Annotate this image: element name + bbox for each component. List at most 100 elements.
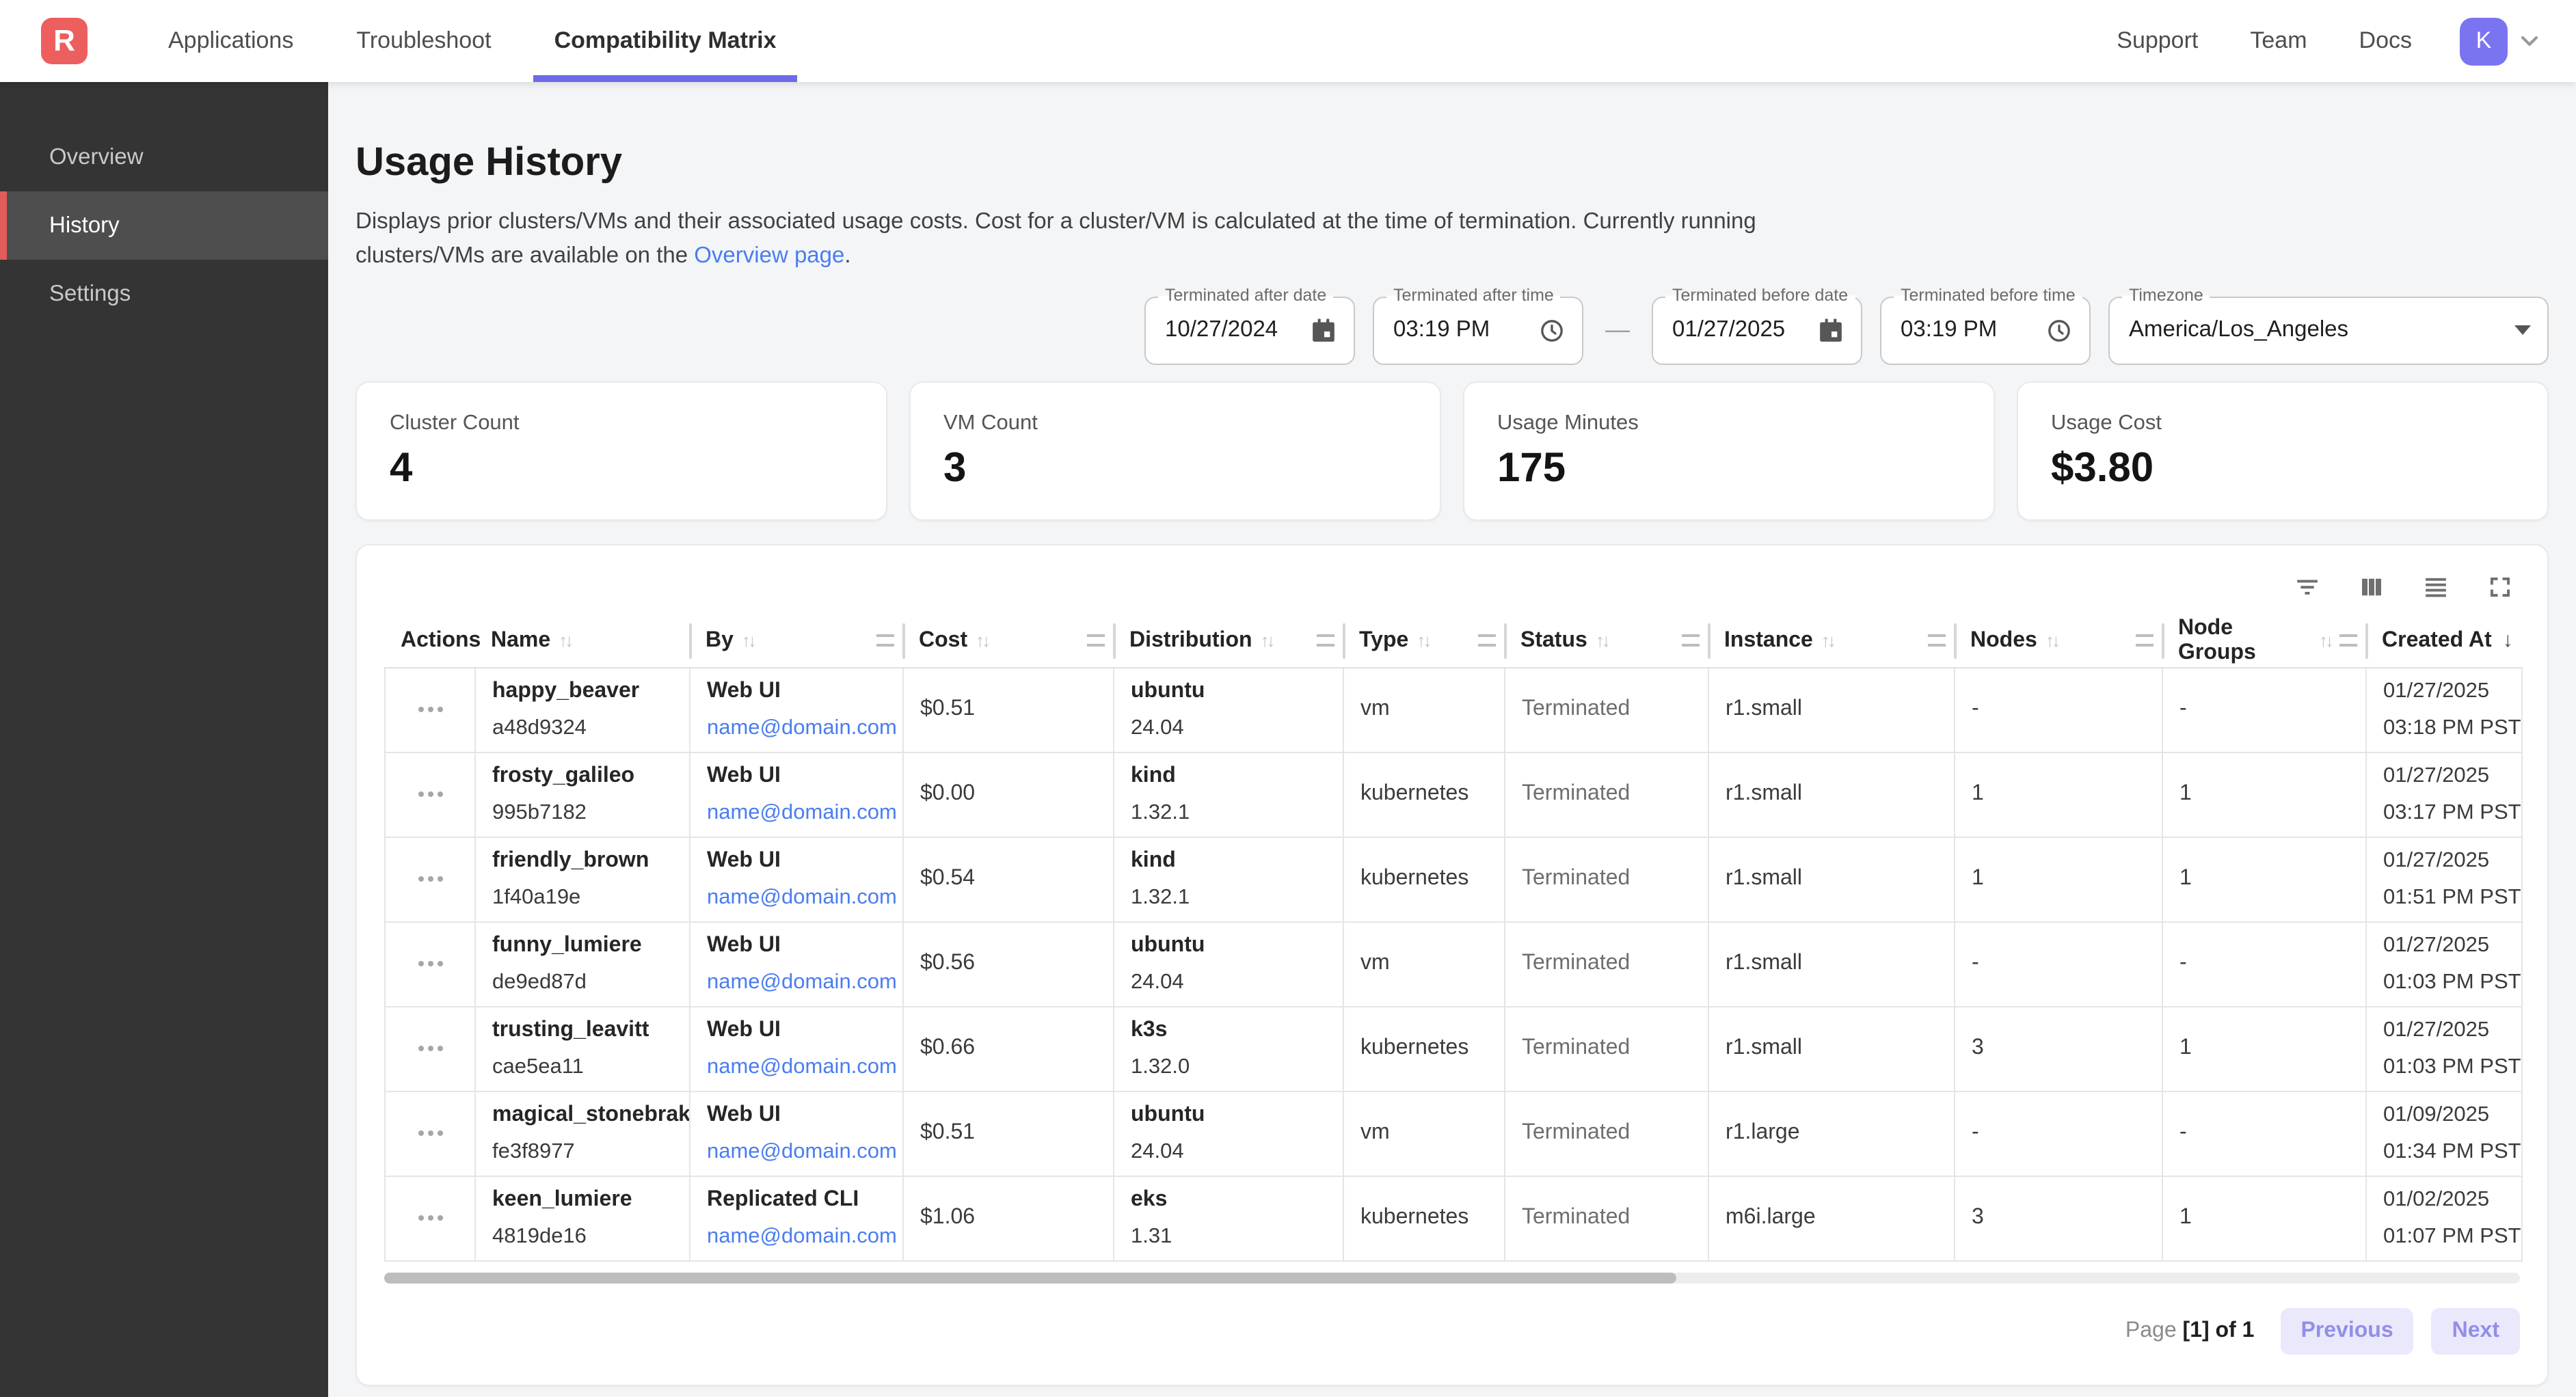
horizontal-scrollbar-thumb[interactable] <box>384 1272 1676 1283</box>
sort-icon[interactable]: ↑↓ <box>2319 630 2334 651</box>
created-by-source: Web UI <box>707 933 781 956</box>
column-resize-handle[interactable] <box>1682 634 1700 647</box>
filter-icon[interactable] <box>2293 572 2322 601</box>
sort-icon[interactable]: ↑↓ <box>1595 630 1611 651</box>
stat-cards: Cluster Count 4 VM Count 3 Usage Minutes… <box>355 381 2549 520</box>
calendar-icon[interactable] <box>1817 316 1844 344</box>
select-arrow-icon[interactable] <box>2514 325 2531 335</box>
column-header-type[interactable]: Type ↑↓ <box>1343 614 1504 666</box>
sort-icon[interactable]: ↑↓ <box>976 630 991 651</box>
clock-icon[interactable] <box>1538 316 1566 344</box>
terminated-after-time-value[interactable]: 03:19 PM <box>1393 317 1490 342</box>
timezone-select[interactable]: Timezone America/Los_Angeles <box>2108 285 2549 364</box>
sidebar-item-history[interactable]: History <box>0 191 328 260</box>
status-badge: Terminated <box>1522 867 1631 890</box>
column-resize-handle[interactable] <box>1928 634 1946 647</box>
column-header-node-groups[interactable]: Node Groups ↑↓ <box>2162 614 2365 666</box>
terminated-before-time-value[interactable]: 03:19 PM <box>1901 317 1998 342</box>
column-header-cost[interactable]: Cost ↑↓ <box>902 614 1113 666</box>
column-resize-handle[interactable] <box>1478 634 1496 647</box>
created-by-source: Web UI <box>707 1018 781 1041</box>
created-by-email-link[interactable]: name@domain.com <box>707 885 897 908</box>
ellipsis-menu-icon[interactable] <box>418 1215 442 1221</box>
cluster-name: frosty_galileo <box>492 763 635 787</box>
ellipsis-menu-icon[interactable] <box>418 876 442 882</box>
clock-icon[interactable] <box>2045 316 2073 344</box>
nav-tab-applications[interactable]: Applications <box>168 27 294 53</box>
created-by-source: Web UI <box>707 1102 781 1126</box>
column-resize-handle[interactable] <box>2136 634 2154 647</box>
sort-icon[interactable]: ↑↓ <box>559 630 574 651</box>
filter-bar: Terminated after date 10/27/2024 Termina… <box>355 285 2549 364</box>
column-header-created-at[interactable]: Created At ↓ <box>2365 614 2523 666</box>
by-cell: Web UI name@domain.com <box>689 668 902 751</box>
column-header-distribution[interactable]: Distribution ↑↓ <box>1113 614 1343 666</box>
nav-link-support[interactable]: Support <box>2117 27 2199 53</box>
created-time: 01:51 PM PST <box>2383 885 2521 908</box>
nav-tab-compatibility-matrix[interactable]: Compatibility Matrix <box>523 0 808 82</box>
column-header-name[interactable]: Name ↑↓ <box>491 628 574 651</box>
chevron-down-icon[interactable] <box>2516 27 2543 55</box>
stat-card-usage-cost: Usage Cost $3.80 <box>2017 381 2549 520</box>
distribution-version: 1.32.0 <box>1131 1055 1190 1078</box>
fullscreen-icon[interactable] <box>2486 572 2514 601</box>
nav-link-team[interactable]: Team <box>2250 27 2307 53</box>
distribution-cell: ubuntu 24.04 <box>1113 1091 1343 1175</box>
primary-nav: Applications Troubleshoot Compatibility … <box>137 0 808 82</box>
app-logo[interactable]: R <box>41 18 88 64</box>
by-cell: Web UI name@domain.com <box>689 1007 902 1090</box>
column-resize-handle[interactable] <box>1317 634 1334 647</box>
distribution-name: ubuntu <box>1131 1102 1205 1126</box>
description-suffix: . <box>844 243 851 268</box>
sort-icon[interactable]: ↑↓ <box>1260 630 1276 651</box>
column-resize-handle[interactable] <box>1087 634 1105 647</box>
ellipsis-menu-icon[interactable] <box>418 961 442 966</box>
ellipsis-menu-icon[interactable] <box>418 1130 442 1136</box>
nodes-cell: - <box>1954 1091 2162 1175</box>
terminated-after-date-field[interactable]: Terminated after date 10/27/2024 <box>1144 285 1355 364</box>
terminated-after-date-value[interactable]: 10/27/2024 <box>1165 317 1278 342</box>
type-cell: vm <box>1343 1091 1504 1175</box>
distribution-version: 24.04 <box>1131 970 1184 993</box>
sidebar-item-settings[interactable]: Settings <box>49 281 131 306</box>
terminated-after-time-field[interactable]: Terminated after time 03:19 PM <box>1373 285 1583 364</box>
created-by-email-link[interactable]: name@domain.com <box>707 1224 897 1247</box>
column-header-nodes[interactable]: Nodes ↑↓ <box>1954 614 2162 666</box>
terminated-before-date-field[interactable]: Terminated before date 01/27/2025 <box>1652 285 1862 364</box>
created-by-email-link[interactable]: name@domain.com <box>707 716 897 739</box>
sort-icon[interactable]: ↑↓ <box>2045 630 2061 651</box>
sidebar-item-overview[interactable]: Overview <box>49 144 144 169</box>
nav-link-docs[interactable]: Docs <box>2359 27 2412 53</box>
cluster-id: cae5ea11 <box>492 1055 584 1078</box>
density-icon[interactable] <box>2421 572 2450 601</box>
sort-icon[interactable]: ↑↓ <box>741 630 757 651</box>
created-by-email-link[interactable]: name@domain.com <box>707 800 897 824</box>
previous-page-button[interactable]: Previous <box>2280 1307 2414 1354</box>
ellipsis-menu-icon[interactable] <box>418 1046 442 1051</box>
sort-icon[interactable]: ↑↓ <box>1417 630 1432 651</box>
user-avatar[interactable]: K <box>2460 17 2508 65</box>
timezone-value[interactable]: America/Los_Angeles <box>2129 317 2349 342</box>
nodes-cell: - <box>1954 668 2162 751</box>
columns-icon[interactable] <box>2357 572 2386 601</box>
calendar-icon[interactable] <box>1310 316 1337 344</box>
column-header-status[interactable]: Status ↑↓ <box>1504 614 1708 666</box>
column-header-by[interactable]: By ↑↓ <box>689 614 902 666</box>
ellipsis-menu-icon[interactable] <box>418 791 442 797</box>
row-actions-cell <box>384 1007 474 1090</box>
column-resize-handle[interactable] <box>876 634 894 647</box>
created-by-email-link[interactable]: name@domain.com <box>707 1139 897 1163</box>
next-page-button[interactable]: Next <box>2431 1307 2520 1354</box>
column-header-instance[interactable]: Instance ↑↓ <box>1708 614 1954 666</box>
terminated-before-date-value[interactable]: 01/27/2025 <box>1672 317 1786 342</box>
ellipsis-menu-icon[interactable] <box>418 707 442 712</box>
column-resize-handle[interactable] <box>2339 634 2357 647</box>
nav-tab-troubleshoot[interactable]: Troubleshoot <box>356 27 492 53</box>
created-by-email-link[interactable]: name@domain.com <box>707 1055 897 1078</box>
terminated-before-time-field[interactable]: Terminated before time 03:19 PM <box>1880 285 2091 364</box>
overview-page-link[interactable]: Overview page <box>694 243 845 268</box>
cluster-id: 995b7182 <box>492 800 587 824</box>
created-by-email-link[interactable]: name@domain.com <box>707 970 897 993</box>
sort-icon[interactable]: ↑↓ <box>1821 630 1836 651</box>
sort-desc-icon[interactable]: ↓ <box>2502 629 2513 652</box>
